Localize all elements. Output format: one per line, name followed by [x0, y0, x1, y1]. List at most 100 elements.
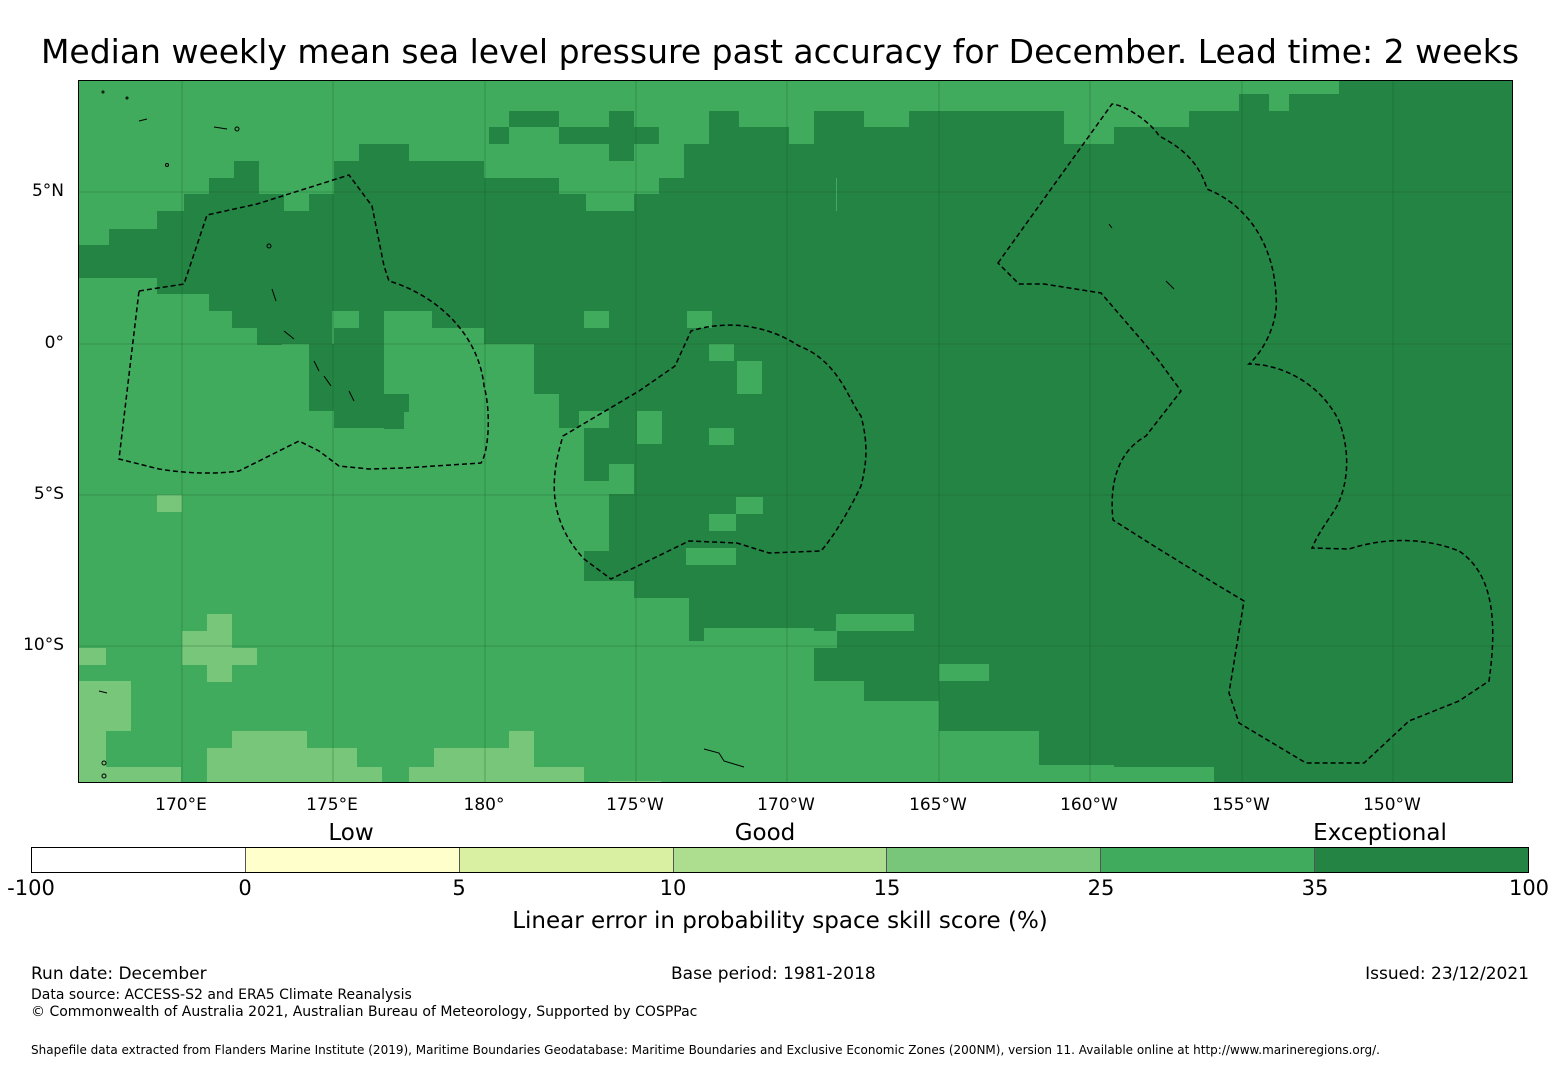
eez-boundary-west [118, 174, 490, 474]
mid-skill-patch [812, 631, 837, 648]
colorbar-tick: 0 [238, 876, 252, 900]
mid-skill-patch [709, 428, 734, 445]
lat-label-5n: 5°N [31, 181, 64, 201]
colorbar-tick: 25 [1087, 876, 1115, 900]
island-icon [313, 360, 320, 372]
island-icon [1165, 280, 1175, 290]
island-icon [165, 163, 169, 167]
lon-label-175e: 175°E [306, 795, 358, 815]
shapefile-credit: Shapefile data extracted from Flanders M… [31, 1043, 1380, 1057]
low-skill-patch [79, 731, 106, 768]
chart-title: Median weekly mean sea level pressure pa… [40, 32, 1520, 71]
island-icon [125, 96, 129, 100]
lat-label-5s: 5°S [33, 484, 64, 504]
island-icon [1108, 223, 1113, 229]
skill-score-map [78, 80, 1513, 783]
colorbar-segment [245, 848, 460, 872]
mid-skill-patch [637, 411, 662, 444]
island-icon [213, 126, 228, 130]
mid-skill-patch [836, 614, 914, 631]
low-skill-patch [207, 748, 357, 782]
colorbar-segment [32, 848, 246, 872]
low-skill-patch [409, 767, 584, 782]
legend-category-good: Good [734, 820, 796, 846]
colorbar-segment [673, 848, 888, 872]
low-skill-patch [79, 681, 131, 731]
island-icon [101, 90, 105, 94]
colorbar-tick: 10 [659, 876, 687, 900]
lon-label-180: 180° [463, 795, 505, 815]
colorbar-tick: 100 [1508, 876, 1550, 900]
lon-label-175w: 175°W [606, 795, 664, 815]
eez-boundary-central [553, 324, 867, 580]
colorbar-segment [1315, 848, 1529, 872]
lon-label-160w: 160°W [1060, 795, 1118, 815]
island-icon [703, 748, 745, 768]
low-skill-patch [434, 748, 534, 767]
mid-skill-patch [737, 361, 762, 394]
high-skill-patch [862, 144, 887, 161]
low-skill-patch [182, 631, 232, 648]
mid-skill-patch [1089, 765, 1114, 782]
lon-label-170e: 170°E [155, 795, 207, 815]
colorbar-tick: 35 [1301, 876, 1329, 900]
mid-skill-patch [939, 731, 1019, 748]
low-skill-patch [509, 731, 534, 748]
eez-boundaries [118, 103, 1494, 764]
mid-skill-patch [709, 514, 736, 531]
mid-skill-patch [736, 497, 763, 514]
island-icon [101, 773, 107, 779]
ocean-high-skill-area [79, 81, 1512, 782]
low-skill-patch [207, 614, 232, 631]
low-skill-patch [131, 767, 181, 782]
colorbar-tick: -100 [7, 876, 55, 900]
lon-label-155w: 155°W [1212, 795, 1270, 815]
lon-label-150w: 150°W [1363, 795, 1421, 815]
run-date: Run date: December [31, 964, 207, 984]
mid-skill-patch [939, 664, 989, 681]
low-skill-patch [79, 767, 131, 782]
mid-skill-patch [1114, 767, 1214, 782]
mid-skill-patch [687, 311, 712, 328]
lon-label-170w: 170°W [757, 795, 815, 815]
lat-label-0: 0° [44, 333, 64, 353]
colorbar-segment [1101, 848, 1316, 872]
colorbar-tick: 5 [452, 876, 466, 900]
island-icon [348, 390, 355, 402]
mid-skill-patch [584, 311, 609, 328]
low-skill-patch [182, 648, 257, 665]
island-icon [266, 243, 272, 249]
colorbar-tick: 15 [873, 876, 901, 900]
lon-label-165w: 165°W [909, 795, 967, 815]
island-icon [138, 118, 148, 122]
data-source: Data source: ACCESS-S2 and ERA5 Climate … [31, 987, 412, 1003]
copyright: © Commonwealth of Australia 2021, Austra… [31, 1004, 698, 1020]
mid-skill-patch [709, 344, 734, 361]
colorbar [31, 847, 1529, 873]
legend-category-low: Low [328, 820, 374, 846]
island-icon [323, 375, 332, 387]
issued-date: Issued: 23/12/2021 [1365, 964, 1529, 984]
island-icon [283, 330, 295, 340]
island-icon [234, 126, 240, 132]
ocean-low-skill-areas [79, 495, 661, 782]
island-outlines [98, 90, 1175, 779]
low-skill-patch [157, 495, 182, 512]
low-skill-patch [357, 767, 382, 782]
island-icon [98, 690, 108, 694]
mid-skill-patch [609, 464, 634, 494]
mid-skill-patch [686, 548, 736, 565]
high-skill-patch [257, 328, 282, 345]
low-skill-patch [232, 731, 307, 748]
colorbar-segment [459, 848, 674, 872]
low-skill-patch [207, 665, 232, 682]
low-skill-patch [609, 781, 661, 782]
legend-category-exceptional: Exceptional [1313, 820, 1447, 846]
high-skill-patch [762, 127, 787, 144]
island-icon [101, 760, 107, 766]
graticule [79, 81, 1512, 782]
base-period: Base period: 1981-2018 [671, 964, 876, 984]
map-canvas [79, 81, 1512, 782]
colorbar-title: Linear error in probability space skill … [512, 908, 1048, 934]
island-icon [271, 288, 277, 302]
